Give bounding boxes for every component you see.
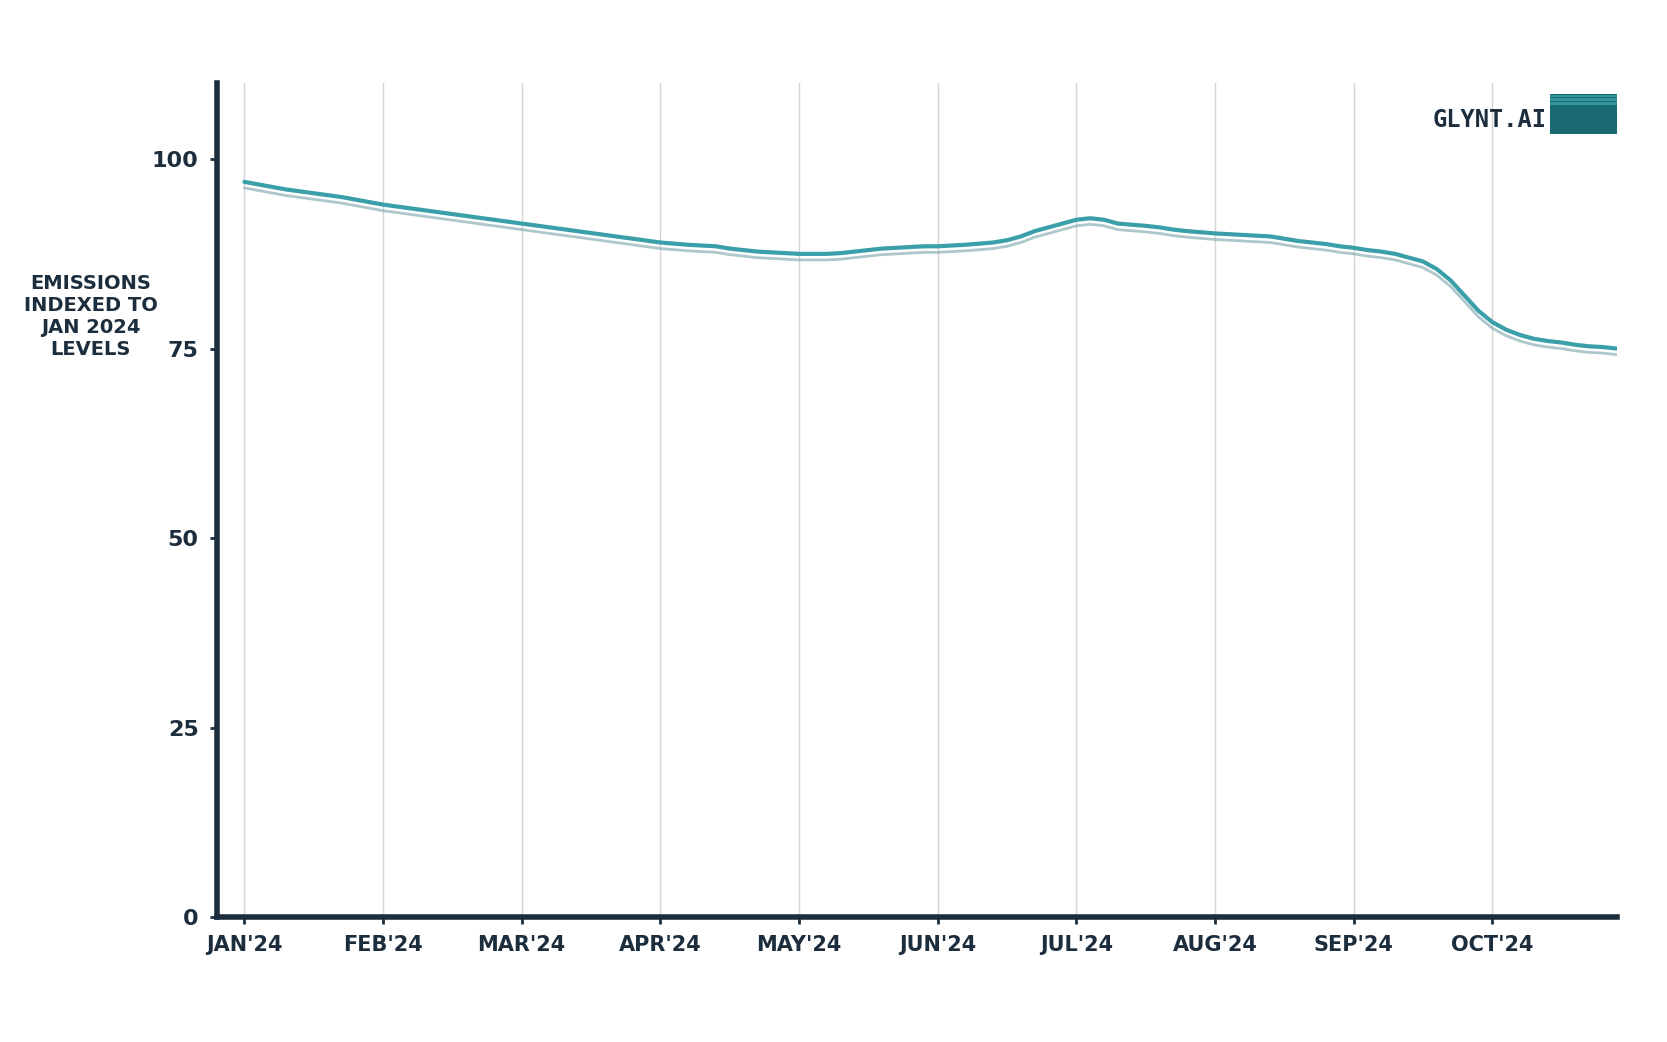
Bar — [1550, 94, 1617, 133]
Y-axis label: EMISSIONS
INDEXED TO
JAN 2024
LEVELS: EMISSIONS INDEXED TO JAN 2024 LEVELS — [23, 274, 158, 359]
Text: GLYNT.AI: GLYNT.AI — [1434, 107, 1547, 131]
Bar — [1550, 102, 1617, 104]
Bar — [1550, 95, 1617, 97]
Bar — [1550, 98, 1617, 101]
